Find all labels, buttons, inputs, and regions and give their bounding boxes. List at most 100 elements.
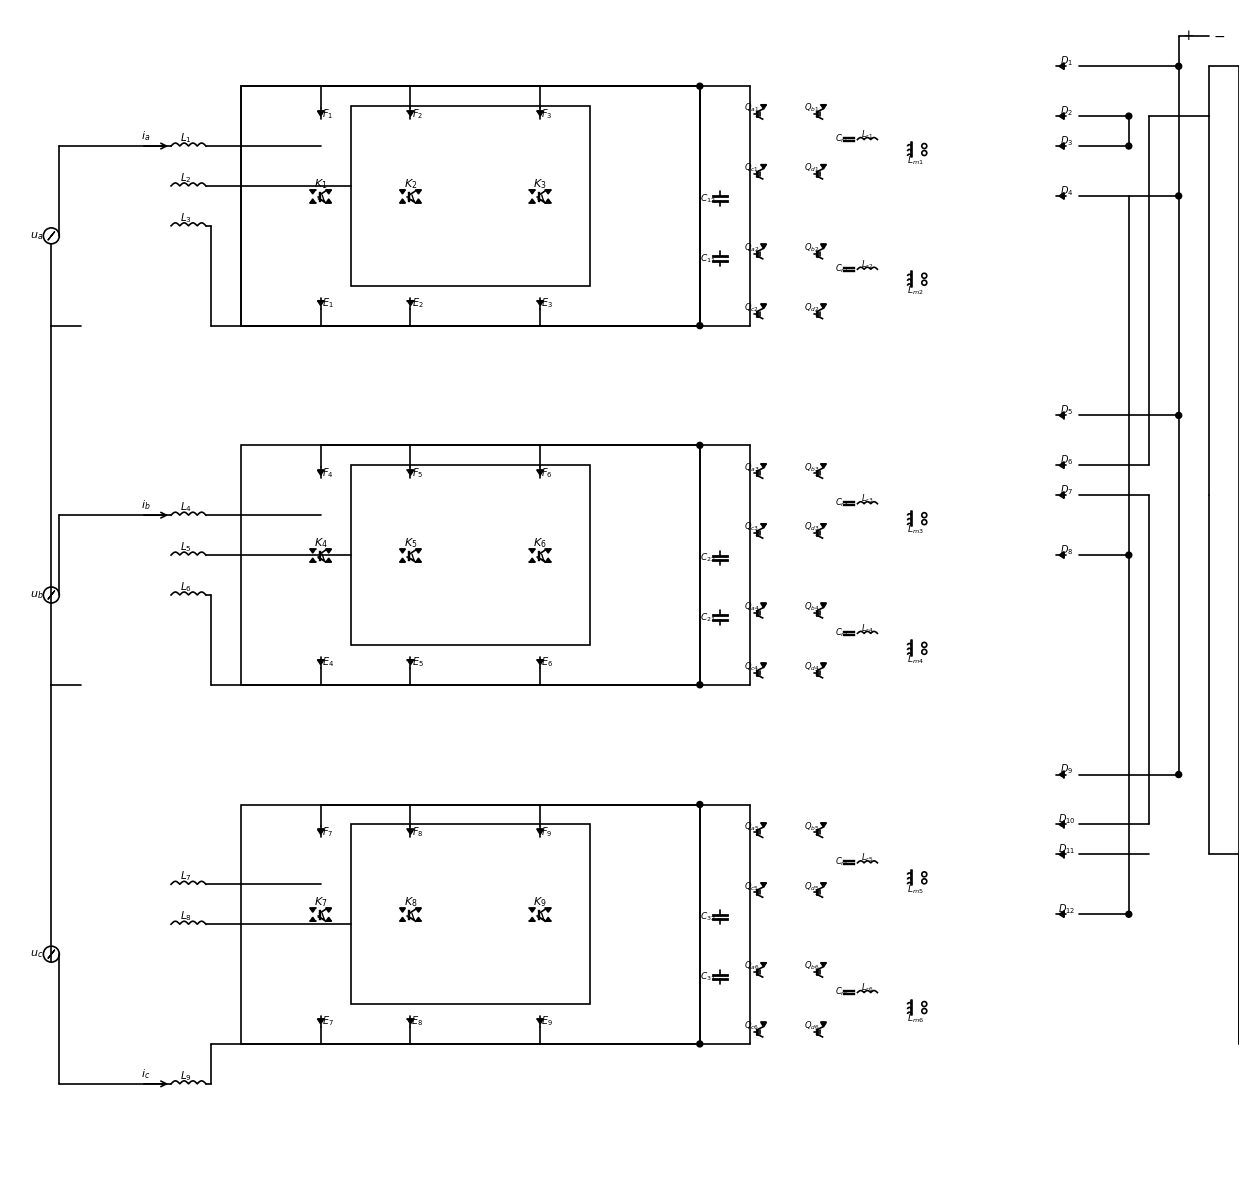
- Polygon shape: [821, 305, 826, 308]
- Text: $E_5$: $E_5$: [412, 655, 423, 670]
- Text: $D_2$: $D_2$: [1060, 104, 1073, 118]
- Polygon shape: [326, 917, 331, 921]
- Text: $D_8$: $D_8$: [1060, 543, 1073, 557]
- Polygon shape: [761, 463, 766, 468]
- Text: $Q_{c4}$: $Q_{c4}$: [744, 660, 759, 673]
- Bar: [241, 87, 699, 326]
- Polygon shape: [537, 1019, 543, 1024]
- Polygon shape: [761, 524, 766, 529]
- Polygon shape: [415, 190, 422, 194]
- Polygon shape: [415, 549, 422, 553]
- Text: $Q_{b6}$: $Q_{b6}$: [804, 960, 820, 973]
- Text: $Q_{d1}$: $Q_{d1}$: [804, 161, 820, 174]
- Text: $E_1$: $E_1$: [322, 296, 334, 310]
- Polygon shape: [529, 908, 534, 912]
- Text: $L_{r3}$: $L_{r3}$: [862, 493, 874, 505]
- Bar: [351, 107, 590, 286]
- Polygon shape: [1059, 63, 1064, 70]
- Text: $L_1$: $L_1$: [180, 132, 192, 145]
- Polygon shape: [546, 549, 551, 553]
- Circle shape: [697, 442, 703, 448]
- Text: $K_2$: $K_2$: [404, 177, 417, 191]
- Polygon shape: [529, 917, 534, 921]
- Polygon shape: [415, 908, 422, 912]
- Text: $C_{12}$: $C_{12}$: [699, 192, 715, 205]
- Polygon shape: [761, 822, 766, 827]
- Circle shape: [1126, 113, 1132, 120]
- Polygon shape: [1059, 771, 1064, 777]
- Polygon shape: [761, 165, 766, 169]
- Text: $Q_{c1}$: $Q_{c1}$: [744, 161, 759, 174]
- Polygon shape: [546, 908, 551, 912]
- Text: $D_4$: $D_4$: [1060, 184, 1073, 198]
- Polygon shape: [537, 470, 543, 475]
- Polygon shape: [546, 917, 551, 921]
- Text: $Q_{b2}$: $Q_{b2}$: [804, 242, 820, 254]
- Text: $Q_{d5}$: $Q_{d5}$: [804, 880, 820, 892]
- Text: $i_c$: $i_c$: [141, 1066, 151, 1081]
- Text: $Q_{b5}$: $Q_{b5}$: [804, 820, 820, 833]
- Text: $L_{r1}$: $L_{r1}$: [862, 128, 873, 141]
- Circle shape: [697, 1040, 703, 1046]
- Polygon shape: [821, 962, 826, 967]
- Polygon shape: [317, 301, 324, 306]
- Text: $L_{m6}$: $L_{m6}$: [906, 1013, 924, 1025]
- Text: $F_5$: $F_5$: [412, 466, 423, 480]
- Text: $D_{12}$: $D_{12}$: [1058, 902, 1075, 916]
- Text: $u_c$: $u_c$: [30, 948, 43, 960]
- Text: $L_4$: $L_4$: [180, 500, 192, 514]
- Text: $K_1$: $K_1$: [314, 177, 327, 191]
- Polygon shape: [399, 549, 405, 553]
- Polygon shape: [399, 190, 405, 194]
- Polygon shape: [1059, 821, 1064, 827]
- Polygon shape: [537, 660, 543, 665]
- Text: $Q_{d4}$: $Q_{d4}$: [804, 660, 820, 673]
- Polygon shape: [1059, 492, 1064, 499]
- Polygon shape: [821, 822, 826, 827]
- Text: $L_{r4}$: $L_{r4}$: [861, 622, 874, 635]
- Text: $F_7$: $F_7$: [322, 825, 334, 839]
- Text: $L_8$: $L_8$: [180, 909, 192, 923]
- Text: $Q_{d2}$: $Q_{d2}$: [804, 301, 820, 314]
- Text: $Q_{a2}$: $Q_{a2}$: [744, 242, 759, 254]
- Text: $E_3$: $E_3$: [541, 296, 553, 310]
- Text: $L_{m2}$: $L_{m2}$: [906, 284, 924, 297]
- Polygon shape: [326, 908, 331, 912]
- Polygon shape: [310, 190, 315, 194]
- Text: $F_8$: $F_8$: [412, 825, 423, 839]
- Text: $D_5$: $D_5$: [1060, 404, 1073, 417]
- Polygon shape: [529, 190, 534, 194]
- Text: $F_2$: $F_2$: [412, 107, 423, 121]
- Text: $L_{m1}$: $L_{m1}$: [906, 155, 924, 167]
- Polygon shape: [407, 660, 414, 665]
- Polygon shape: [399, 917, 405, 921]
- Polygon shape: [310, 908, 315, 912]
- Text: $L_5$: $L_5$: [180, 540, 192, 555]
- Bar: [241, 446, 699, 685]
- Text: $E_9$: $E_9$: [541, 1014, 553, 1029]
- Polygon shape: [821, 104, 826, 109]
- Text: $L_3$: $L_3$: [180, 211, 192, 225]
- Bar: [351, 466, 590, 645]
- Text: $C_{r4}$: $C_{r4}$: [835, 626, 848, 639]
- Polygon shape: [761, 883, 766, 888]
- Polygon shape: [761, 244, 766, 249]
- Polygon shape: [399, 908, 405, 912]
- Polygon shape: [407, 301, 414, 306]
- Text: $Q_{d6}$: $Q_{d6}$: [804, 1020, 820, 1032]
- Text: $C_{r2}$: $C_{r2}$: [835, 262, 848, 275]
- Text: $D_7$: $D_7$: [1060, 483, 1073, 498]
- Text: $C_{r3}$: $C_{r3}$: [835, 497, 848, 510]
- Polygon shape: [1059, 193, 1064, 199]
- Text: $K_5$: $K_5$: [404, 537, 418, 550]
- Text: $i_a$: $i_a$: [141, 129, 151, 143]
- Circle shape: [1176, 63, 1182, 69]
- Text: $E_4$: $E_4$: [321, 655, 334, 670]
- Polygon shape: [415, 558, 422, 562]
- Polygon shape: [537, 111, 543, 116]
- Polygon shape: [310, 549, 315, 553]
- Text: $Q_{b3}$: $Q_{b3}$: [804, 461, 820, 474]
- Text: $Q_{b4}$: $Q_{b4}$: [804, 601, 820, 613]
- Polygon shape: [537, 301, 543, 306]
- Polygon shape: [326, 199, 331, 203]
